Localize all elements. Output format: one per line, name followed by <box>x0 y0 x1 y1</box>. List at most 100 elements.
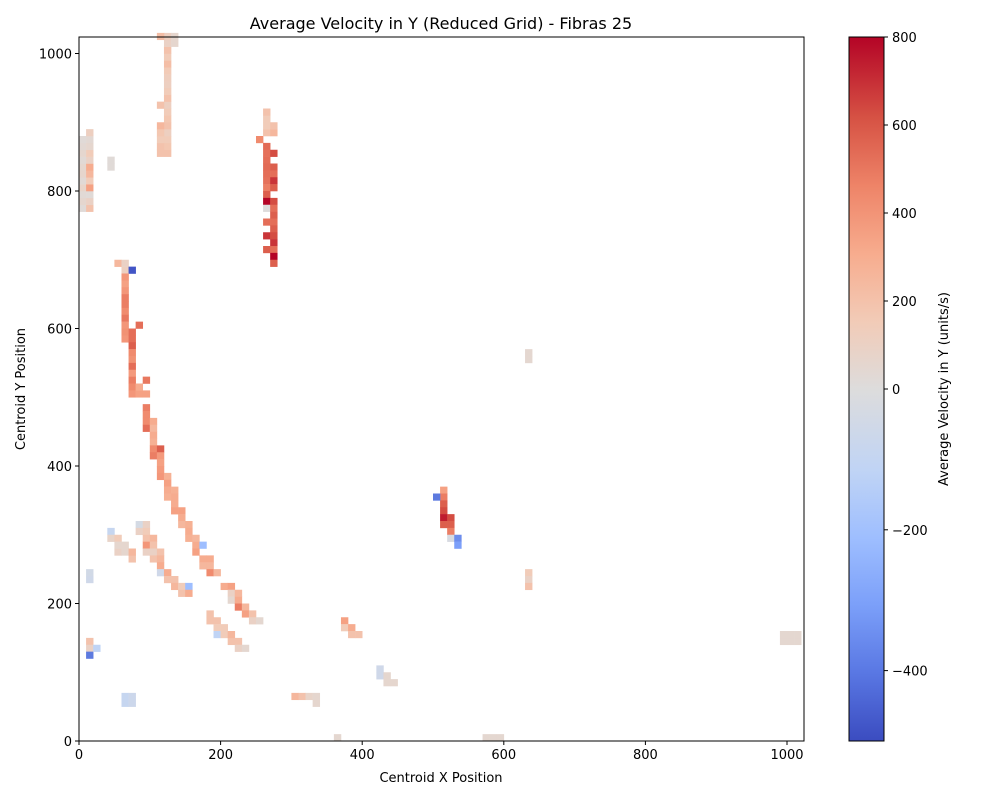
heatmap-cell <box>263 149 271 157</box>
colorbar-label: Average Velocity in Y (units/s) <box>937 292 952 486</box>
heatmap-cell <box>171 39 179 47</box>
heatmap-cell <box>263 177 271 185</box>
heatmap-cell <box>163 39 172 47</box>
heatmap-cell <box>163 115 172 123</box>
heatmap-cell <box>234 603 243 611</box>
heatmap-cell <box>163 108 172 116</box>
heatmap-cell <box>156 459 165 467</box>
heatmap-cell <box>227 631 236 639</box>
heatmap-cell <box>779 631 788 639</box>
heatmap-cell <box>79 197 87 206</box>
heatmap-cell <box>79 156 87 164</box>
heatmap-cell <box>440 521 448 529</box>
heatmap-cell <box>171 507 179 515</box>
heatmap-cell <box>270 170 278 178</box>
heatmap-cell <box>142 521 151 529</box>
heatmap-cell <box>206 569 214 577</box>
heatmap-cell <box>163 136 172 144</box>
heatmap-cell <box>163 569 172 577</box>
heatmap-cell <box>79 136 87 144</box>
heatmap-cell <box>270 246 278 254</box>
heatmap-cell <box>163 74 172 82</box>
heatmap-cell <box>185 582 193 591</box>
heatmap-cell <box>135 521 144 529</box>
x-axis-ticks: 0 200 400 600 800 1000 <box>75 741 804 763</box>
heatmap-cell <box>121 301 129 309</box>
heatmap-cell <box>525 349 533 357</box>
heatmap-cell <box>241 610 250 618</box>
heatmap-cell <box>163 486 172 494</box>
x-tick-label: 400 <box>350 748 375 763</box>
y-tick-label: 200 <box>47 598 72 613</box>
heatmap-cell <box>234 637 243 646</box>
heatmap-cell <box>206 610 214 618</box>
heatmap-cell <box>163 46 172 54</box>
heatmap-cell <box>86 204 94 212</box>
heatmap-cell <box>121 273 129 281</box>
heatmap-cell <box>156 149 165 157</box>
heatmap-cell <box>163 129 172 137</box>
heatmap-cell <box>79 170 87 178</box>
heatmap-cell <box>447 521 455 529</box>
heatmap-cell <box>234 644 243 652</box>
heatmap-cell <box>114 259 122 267</box>
heatmap-cell <box>263 108 271 116</box>
heatmap-cell <box>227 582 236 591</box>
heatmap-cell <box>213 624 221 632</box>
heatmap-cell <box>263 115 271 123</box>
heatmap-cell <box>156 122 165 130</box>
heatmap-cell <box>107 163 115 171</box>
heatmap-cell <box>779 637 788 646</box>
heatmap-cell <box>525 576 533 584</box>
heatmap-cell <box>263 122 271 130</box>
heatmap-cell <box>171 32 179 41</box>
heatmap-cell <box>178 514 186 522</box>
heatmap-cell <box>270 163 278 171</box>
heatmap-cell <box>142 527 151 536</box>
heatmap-cell <box>263 184 271 192</box>
heatmap-cell <box>206 562 214 570</box>
heatmap-cell <box>128 699 136 707</box>
heatmap-cell <box>149 452 158 460</box>
heatmap-cell <box>121 314 129 322</box>
heatmap-cell <box>121 307 129 316</box>
heatmap-cell <box>163 101 172 109</box>
heatmap-cell <box>86 129 94 137</box>
heatmap-cell <box>383 672 391 680</box>
heatmap-cell <box>128 356 136 364</box>
heatmap-cell <box>142 404 151 412</box>
heatmap-cell <box>220 582 228 591</box>
heatmap-cell <box>156 569 165 577</box>
heatmap-cell <box>149 417 158 426</box>
heatmap-cell <box>135 390 144 398</box>
y-tick-label: 0 <box>64 735 72 750</box>
heatmap-cell <box>525 356 533 364</box>
heatmap-cell <box>163 149 172 157</box>
colorbar-tick-label: −400 <box>892 665 928 680</box>
heatmap-cell <box>454 534 462 542</box>
y-axis-ticks: 0 200 400 600 800 1000 <box>39 48 79 750</box>
heatmap-cell <box>171 486 179 494</box>
heatmap-cell <box>142 411 151 419</box>
heatmap-cell <box>142 390 151 398</box>
heatmap-cell <box>86 191 94 199</box>
heatmap-cell <box>440 507 448 515</box>
heatmap-cell <box>440 500 448 508</box>
heatmap-cell <box>185 589 193 597</box>
heatmap-cell <box>156 466 165 474</box>
heatmap-cell <box>163 53 172 61</box>
heatmap-cell <box>86 184 94 192</box>
heatmap-cell <box>114 541 122 549</box>
heatmap-cell <box>163 479 172 487</box>
heatmap-cell <box>241 644 250 652</box>
heatmap-cell <box>149 534 158 542</box>
heatmap-cell <box>107 534 115 542</box>
heatmap-cell <box>163 60 172 68</box>
heatmap-cell <box>263 197 271 206</box>
heatmap-cell <box>163 67 172 75</box>
heatmap-cell <box>163 472 172 481</box>
heatmap-cell <box>156 32 165 41</box>
heatmap-cell <box>121 699 129 707</box>
heatmap-cells <box>79 32 802 742</box>
heatmap-cell <box>525 582 533 591</box>
